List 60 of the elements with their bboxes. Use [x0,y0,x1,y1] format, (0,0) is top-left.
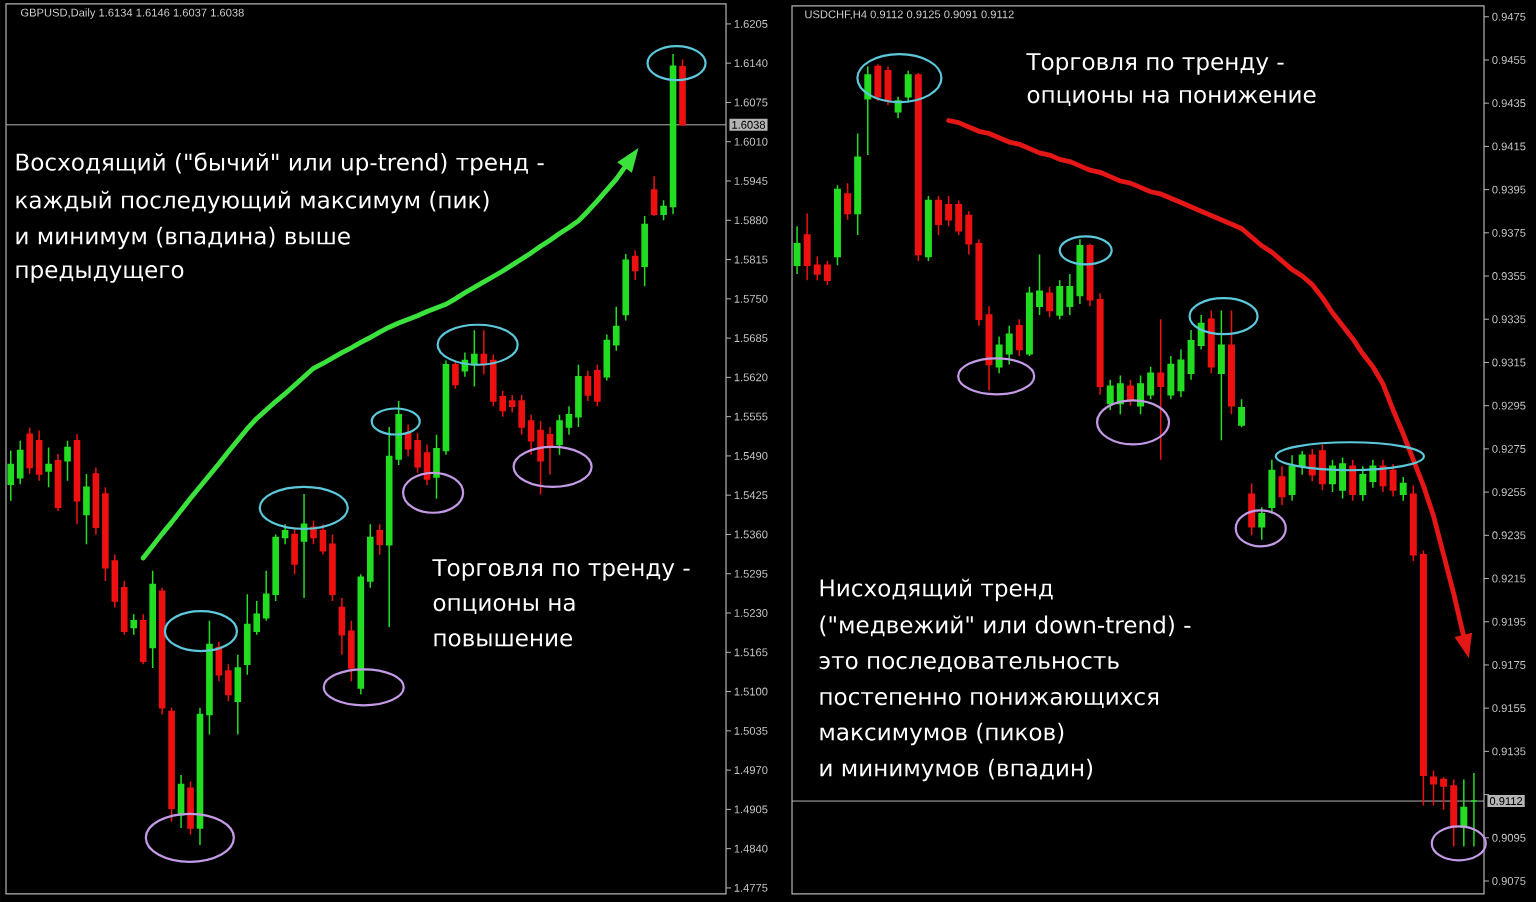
candlestick [1046,286,1054,318]
candlestick [679,58,686,127]
candlestick [1238,398,1246,429]
candlestick [864,65,872,156]
candlestick [452,359,459,390]
annotation: повышение [434,633,573,647]
candlestick [1399,476,1407,502]
candlestick [1207,309,1215,375]
candlestick [1126,379,1134,407]
annotation: предыдущего [16,265,184,283]
annotation: Нисходящий тренд [820,578,1053,602]
candlestick [874,63,882,102]
annotation: максимумов (пиков) [820,722,1064,746]
candlestick [168,707,175,823]
candlestick [924,195,932,262]
candlestick [130,613,138,636]
candlestick [376,523,384,556]
candlestick [300,493,308,599]
candlestick [1227,309,1235,416]
candlestick [1278,465,1286,506]
candlestick [149,569,156,669]
candlestick [1298,450,1306,476]
annotation: Торговля по тренду - [1026,53,1284,75]
candlestick [1460,778,1468,848]
annotation: Восходящий ("бычий" или up-trend) тренд - [16,152,544,176]
candlestick [1288,454,1296,502]
candlestick [64,440,71,482]
candlestick [650,175,658,217]
candlestick [622,253,630,322]
candlestick [854,132,862,236]
candlestick [844,182,852,221]
annotation: ("медвежий" или down-trend) - [820,615,1191,637]
candlestick [1268,458,1276,515]
candlestick [73,433,81,525]
annotation: каждый последующий максимум (пик) [16,190,489,214]
candlestick [904,70,912,102]
annotation: опционы на понижение [1027,89,1316,107]
candlestick [45,446,52,489]
candlestick [83,473,90,545]
annotation: и минимумов (впадин) [820,758,1093,782]
annotation: Торговля по тренду - [432,559,690,581]
candlestick [914,72,922,262]
candlestick [1258,506,1266,541]
candlestick [1157,318,1165,461]
candlestick [1470,772,1478,848]
candlestick [187,780,194,836]
candlestick [631,249,639,281]
annotation: и минимум (впадина) выше [16,226,350,250]
candlestick [1015,318,1023,357]
candlestick [139,613,147,666]
candlestick [291,526,298,576]
candlestick [834,184,841,266]
candlestick [793,225,801,275]
candlestick [234,653,242,736]
annotation: постепенно понижающихся [820,691,1159,709]
candlestick [641,215,648,287]
candlestick [1217,309,1225,441]
annotation: опционы на [433,597,575,615]
annotation: это последовательность [819,655,1119,673]
candlestick [1389,463,1397,498]
